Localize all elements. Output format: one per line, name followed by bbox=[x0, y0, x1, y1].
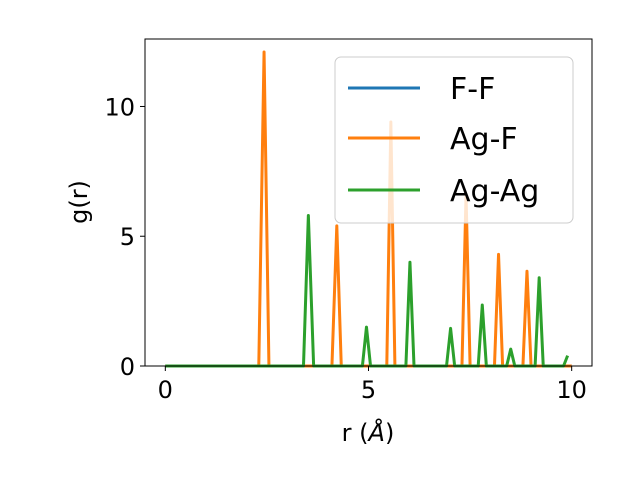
x-tick-label: 10 bbox=[556, 376, 587, 404]
legend-label-agf: Ag-F bbox=[450, 122, 518, 157]
y-tick-label: 5 bbox=[120, 223, 135, 251]
x-tick-label: 5 bbox=[361, 376, 376, 404]
x-tick-label: 0 bbox=[158, 376, 173, 404]
legend-label-ff: F-F bbox=[450, 72, 495, 107]
y-axis-ticks: 0 5 10 bbox=[104, 93, 145, 381]
y-axis-label: g(r) bbox=[65, 180, 93, 224]
y-tick-label: 0 bbox=[120, 353, 135, 381]
legend-label-agag: Ag-Ag bbox=[450, 174, 539, 209]
series-line-ag-ag bbox=[165, 213, 570, 368]
x-axis-ticks: 0 5 10 bbox=[158, 366, 587, 404]
x-axis-label: r (Å) bbox=[342, 418, 395, 447]
legend-box bbox=[334, 56, 574, 224]
legend: F-F Ag-F Ag-Ag bbox=[334, 56, 574, 224]
y-tick-label: 10 bbox=[104, 93, 135, 121]
